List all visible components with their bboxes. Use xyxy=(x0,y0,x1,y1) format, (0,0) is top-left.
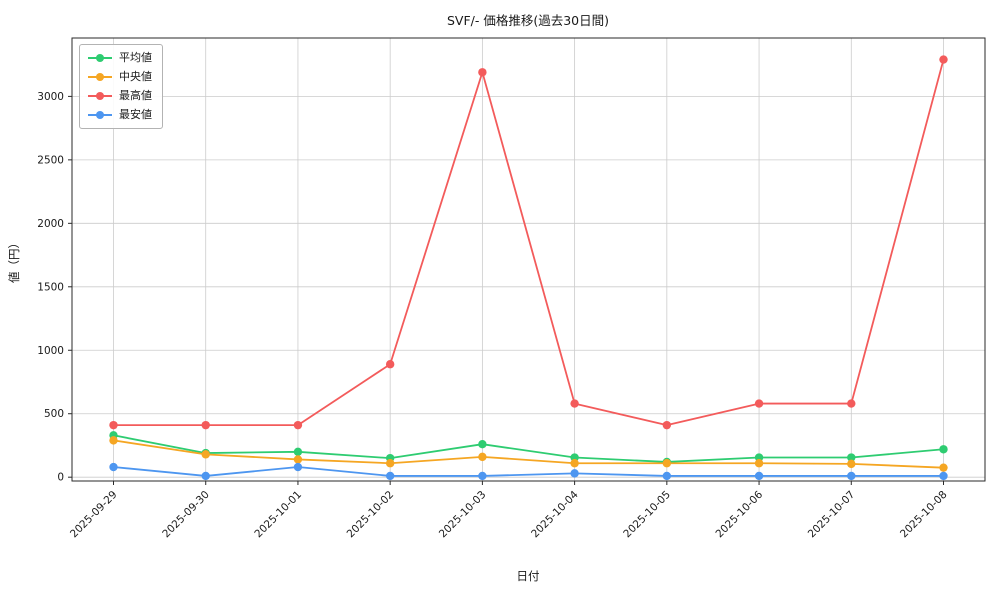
series-marker-median xyxy=(201,450,210,459)
series-marker-max xyxy=(847,399,856,408)
y-tick-label: 1500 xyxy=(37,281,64,293)
y-tick-label: 1000 xyxy=(37,345,64,357)
series-line-median xyxy=(112,439,945,469)
legend-item-median: 中央値 xyxy=(88,70,152,84)
legend-line-swatch xyxy=(88,71,112,83)
series-marker-min xyxy=(478,471,487,481)
series-marker-median xyxy=(293,455,303,464)
series-marker-max xyxy=(385,360,395,369)
y-tick-label: 0 xyxy=(57,472,64,484)
series-marker-min xyxy=(754,471,764,481)
legend-line-swatch xyxy=(88,52,112,64)
series-marker-median xyxy=(478,452,487,462)
legend-item-max: 最高値 xyxy=(88,89,152,103)
y-axis-label: 値（円） xyxy=(7,237,21,283)
x-tick-label: 2025-10-03 xyxy=(437,489,489,541)
series-marker-min xyxy=(201,471,210,481)
series-marker-min xyxy=(847,471,856,481)
series-marker-average xyxy=(293,447,303,457)
x-tick-label: 2025-09-30 xyxy=(160,489,212,541)
series-marker-max xyxy=(939,55,948,64)
series-marker-median xyxy=(754,459,764,468)
series-marker-min xyxy=(570,469,579,478)
series-marker-median xyxy=(847,459,856,469)
series-marker-median xyxy=(570,459,579,468)
series-marker-min xyxy=(109,462,118,472)
series-marker-max xyxy=(293,420,303,430)
x-tick-label: 2025-09-29 xyxy=(68,489,120,541)
series-marker-min xyxy=(293,462,303,472)
series-marker-max xyxy=(662,420,672,430)
x-tick-label: 2025-10-01 xyxy=(252,489,304,541)
series-marker-min xyxy=(939,471,948,481)
series-marker-median xyxy=(109,436,118,445)
legend: 平均値中央値最高値最安値 xyxy=(79,44,163,129)
x-tick-label: 2025-10-06 xyxy=(714,488,766,540)
series-marker-average xyxy=(847,453,856,462)
series-marker-max xyxy=(570,399,579,408)
series-marker-median xyxy=(385,459,395,468)
x-tick-label: 2025-10-05 xyxy=(621,489,673,541)
legend-item-min: 最安値 xyxy=(88,108,152,122)
x-tick-label: 2025-10-04 xyxy=(529,488,581,540)
legend-line-swatch xyxy=(88,109,112,121)
chart-layer: 0 500 1000 1500 2000 2500 3000 2025-09-29 2025-0… xyxy=(37,37,986,541)
y-tick-label: 3000 xyxy=(37,91,64,103)
x-axis-label: 日付 xyxy=(517,569,540,583)
series-marker-median xyxy=(939,463,948,472)
legend-item-average: 平均値 xyxy=(88,51,152,65)
plot-border xyxy=(71,37,986,482)
series-marker-min xyxy=(385,471,395,481)
series-marker-average xyxy=(478,439,487,449)
chart-title: SVF/- 価格推移(過去30日間) xyxy=(447,13,609,28)
x-tick-label: 2025-10-07 xyxy=(806,489,858,541)
series-marker-average xyxy=(939,445,948,454)
series-marker-max xyxy=(478,68,487,77)
legend-item-label: 最安値 xyxy=(119,108,152,121)
series-marker-median xyxy=(662,459,672,468)
series-marker-min xyxy=(662,471,672,481)
series-marker-max xyxy=(754,399,764,408)
legend-item-label: 平均値 xyxy=(119,51,152,64)
legend-item-label: 最高値 xyxy=(119,89,152,102)
x-tick-label: 2025-10-08 xyxy=(898,489,950,541)
series-line-average xyxy=(112,434,945,463)
legend-item-label: 中央値 xyxy=(119,70,152,83)
y-tick-label: 500 xyxy=(44,408,64,420)
legend-line-swatch xyxy=(88,90,112,102)
y-tick-label: 2500 xyxy=(37,154,64,166)
y-tick-label: 2000 xyxy=(37,218,64,230)
series-marker-max xyxy=(201,420,210,430)
x-tick-label: 2025-10-02 xyxy=(345,489,397,541)
series-line-max xyxy=(112,58,945,427)
series-marker-max xyxy=(109,420,118,430)
series-line-min xyxy=(112,466,945,477)
